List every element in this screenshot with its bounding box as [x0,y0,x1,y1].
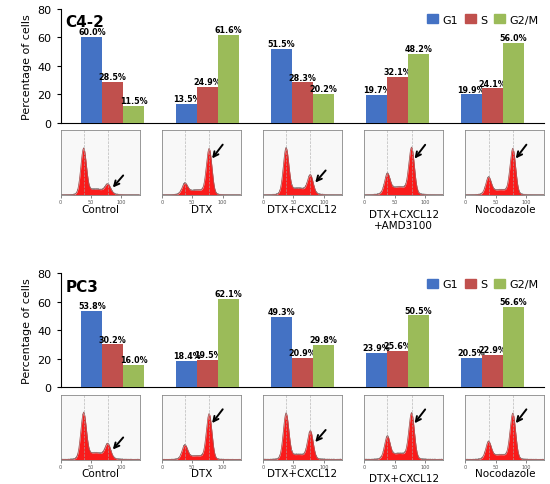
Bar [366,95,387,123]
Y-axis label: Percentage of cells: Percentage of cells [22,14,32,120]
Text: 51.5%: 51.5% [268,40,295,49]
Text: 30.2%: 30.2% [99,335,127,344]
Text: 22.9%: 22.9% [478,345,506,354]
Bar [387,351,408,388]
Text: Control: Control [81,204,119,214]
Text: 18.4%: 18.4% [173,351,201,361]
Text: 20.9%: 20.9% [289,348,316,357]
Text: 25.6%: 25.6% [383,341,411,350]
Bar [292,83,313,123]
Text: 28.5%: 28.5% [99,73,127,82]
Text: 13.5%: 13.5% [173,94,201,104]
Text: 28.3%: 28.3% [289,74,316,82]
Text: 48.2%: 48.2% [404,45,432,54]
Bar [271,50,292,123]
Y-axis label: Percentage of cells: Percentage of cells [22,278,32,383]
Text: 56.6%: 56.6% [499,297,527,306]
Bar [271,318,292,388]
Bar [503,44,524,123]
Bar [102,83,123,123]
Text: C4-2: C4-2 [65,15,104,30]
Bar [197,360,218,388]
Bar [177,362,197,388]
Text: 32.1%: 32.1% [383,68,411,77]
Text: Control: Control [81,469,119,479]
Bar [408,316,428,388]
Bar [482,89,503,123]
Bar [218,36,239,123]
Bar [461,359,482,388]
Text: 19.9%: 19.9% [458,85,485,94]
Text: 50.5%: 50.5% [404,306,432,315]
Text: 60.0%: 60.0% [78,28,106,37]
Bar [197,88,218,123]
Bar [366,354,387,388]
Text: Nocodazole: Nocodazole [475,469,535,479]
Text: 24.9%: 24.9% [194,78,222,87]
Bar [387,78,408,123]
Bar [461,95,482,123]
Bar [313,95,334,123]
Text: 62.1%: 62.1% [214,289,243,299]
Text: 19.7%: 19.7% [362,86,390,94]
Text: PC3: PC3 [65,279,98,294]
Bar [81,38,102,123]
Bar [313,345,334,388]
Legend: G1, S, G2/M: G1, S, G2/M [427,279,539,290]
Legend: G1, S, G2/M: G1, S, G2/M [427,15,539,26]
Bar [503,307,524,388]
Text: 29.8%: 29.8% [310,335,337,344]
Bar [218,299,239,388]
Bar [123,365,144,388]
Text: 19.5%: 19.5% [194,350,222,359]
Bar [408,55,428,123]
Text: 24.1%: 24.1% [478,79,506,89]
Bar [102,345,123,388]
Text: 11.5%: 11.5% [120,97,147,106]
Text: 56.0%: 56.0% [499,34,527,43]
Bar [123,107,144,123]
Text: 23.9%: 23.9% [362,344,390,353]
Bar [482,355,503,388]
Text: 61.6%: 61.6% [214,26,243,35]
Text: DTX+CXCL12
+AMD3100: DTX+CXCL12 +AMD3100 [368,473,439,484]
Bar [177,104,197,123]
Text: 20.5%: 20.5% [458,348,485,358]
Text: DTX+CXCL12: DTX+CXCL12 [267,204,338,214]
Text: Nocodazole: Nocodazole [475,204,535,214]
Text: 53.8%: 53.8% [78,301,106,310]
Text: 20.2%: 20.2% [310,85,337,94]
Text: DTX: DTX [191,204,212,214]
Text: 49.3%: 49.3% [268,308,295,317]
Bar [292,358,313,388]
Text: DTX: DTX [191,469,212,479]
Bar [81,311,102,388]
Text: DTX+CXCL12
+AMD3100: DTX+CXCL12 +AMD3100 [368,209,439,231]
Text: DTX+CXCL12: DTX+CXCL12 [267,469,338,479]
Text: 16.0%: 16.0% [120,355,147,364]
